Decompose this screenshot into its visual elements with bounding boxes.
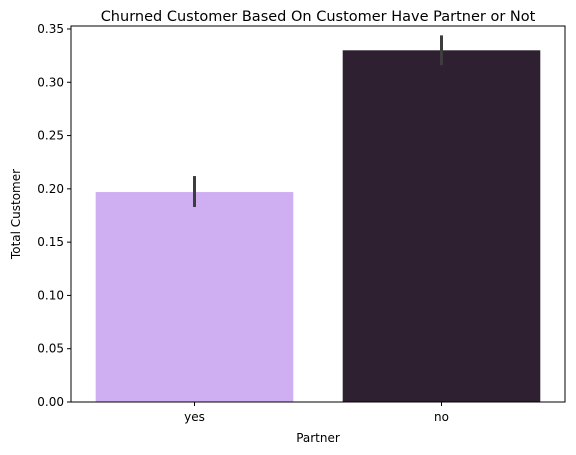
y-tick-label: 0.15 (37, 235, 64, 249)
y-tick-label: 0.25 (37, 129, 64, 143)
chart-title: Churned Customer Based On Customer Have … (101, 9, 536, 25)
y-tick-label: 0.30 (37, 75, 64, 89)
y-tick-label: 0.20 (37, 182, 64, 196)
x-tick-label: no (434, 410, 449, 424)
y-tick-label: 0.10 (37, 288, 64, 302)
plot-area (95, 35, 541, 403)
x-tick-label: yes (184, 410, 205, 424)
bar-no (342, 50, 541, 403)
bar-yes (95, 192, 294, 402)
y-tick-label: 0.00 (37, 395, 64, 409)
y-tick-label: 0.05 (37, 342, 64, 356)
x-axis-label: Partner (296, 431, 340, 445)
y-tick-label: 0.35 (37, 22, 64, 36)
plot-frame (70, 25, 566, 403)
y-axis-label: Total Customer (9, 169, 23, 260)
